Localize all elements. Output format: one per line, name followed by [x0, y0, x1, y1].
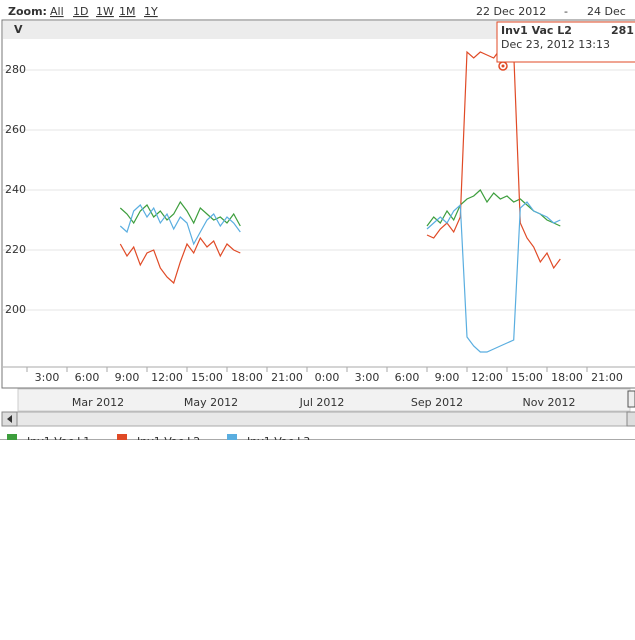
x-tick-label: 9:00 — [115, 371, 140, 384]
navigator-handle[interactable] — [627, 390, 635, 408]
y-tick-label: 280 — [5, 63, 26, 76]
tooltip-series: Inv1 Vac L2 — [501, 24, 572, 37]
y-tick-label: 220 — [5, 243, 26, 256]
x-tick-label: 9:00 — [435, 371, 460, 384]
x-tick-label: 21:00 — [271, 371, 303, 384]
tooltip — [496, 21, 635, 63]
series-line — [119, 201, 561, 353]
legend-swatch[interactable] — [7, 434, 17, 444]
zoom-button[interactable]: 1Y — [144, 5, 158, 18]
legend-label[interactable]: Inv1 Vac L1 — [27, 435, 90, 448]
series-line — [119, 47, 561, 285]
x-tick-label: 18:00 — [551, 371, 583, 384]
x-tick-label: 12:00 — [471, 371, 503, 384]
x-tick-label: 21:00 — [591, 371, 623, 384]
y-axis-title: V — [14, 23, 23, 36]
chart-frame — [1, 19, 635, 389]
scroll-right[interactable] — [626, 411, 635, 427]
navigator-label: Mar 2012 — [72, 396, 124, 409]
date-separator: - — [564, 5, 568, 18]
scrollbar[interactable] — [1, 411, 635, 427]
tooltip-date: Dec 23, 2012 13:13 — [501, 38, 610, 51]
scroll-left-arrow — [7, 415, 12, 423]
x-tick-label: 0:00 — [315, 371, 340, 384]
hover-marker-dot — [501, 64, 505, 68]
y-tick-label: 200 — [5, 303, 26, 316]
date-to[interactable]: 24 Dec — [587, 5, 626, 18]
x-tick-label: 15:00 — [191, 371, 223, 384]
axis-title-bar — [3, 21, 635, 39]
zoom-label: Zoom: — [8, 5, 47, 18]
x-tick-label: 3:00 — [35, 371, 60, 384]
x-tick-label: 15:00 — [511, 371, 543, 384]
navigator-label: Jul 2012 — [299, 396, 345, 409]
zoom-button[interactable]: 1W — [96, 5, 114, 18]
zoom-button[interactable]: 1D — [73, 5, 88, 18]
legend-swatch[interactable] — [227, 434, 237, 444]
legend-label[interactable]: Inv1 Vac L3 — [247, 435, 310, 448]
x-tick-label: 6:00 — [75, 371, 100, 384]
y-tick-label: 260 — [5, 123, 26, 136]
legend-label[interactable]: Inv1 Vac L2 — [137, 435, 200, 448]
navigator-label: Nov 2012 — [523, 396, 576, 409]
zoom-button[interactable]: 1M — [119, 5, 136, 18]
navigator-label: Sep 2012 — [411, 396, 463, 409]
x-tick-label: 3:00 — [355, 371, 380, 384]
y-tick-label: 240 — [5, 183, 26, 196]
legend-swatch[interactable] — [117, 434, 127, 444]
tooltip-value: 281. — [611, 24, 635, 37]
navigator-label: May 2012 — [184, 396, 238, 409]
x-tick-label: 18:00 — [231, 371, 263, 384]
zoom-button[interactable]: All — [50, 5, 64, 18]
x-tick-label: 6:00 — [395, 371, 420, 384]
x-tick-label: 12:00 — [151, 371, 183, 384]
date-from[interactable]: 22 Dec 2012 — [476, 5, 546, 18]
